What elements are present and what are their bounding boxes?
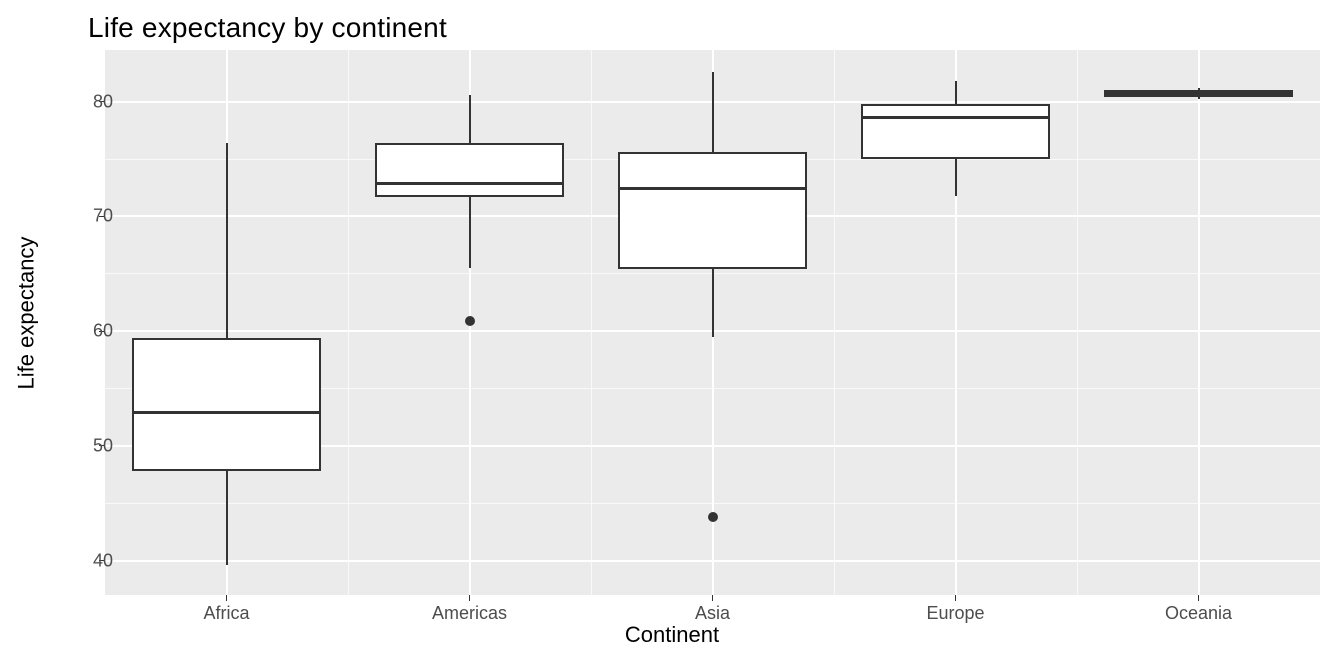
y-tick-label: 80	[93, 91, 105, 112]
median-line	[132, 411, 322, 414]
whisker-lower	[712, 269, 714, 337]
vgrid-major	[1198, 50, 1200, 595]
outlier-point	[465, 316, 475, 326]
whisker-lower	[469, 197, 471, 268]
x-tick-label: Asia	[695, 595, 730, 624]
y-axis-label-wrap: Life expectancy	[10, 0, 34, 652]
box-americas	[375, 143, 565, 197]
y-tick-label: 40	[93, 550, 105, 571]
outlier-point	[708, 512, 718, 522]
whisker-lower	[226, 471, 228, 565]
y-axis-label: Life expectancy	[13, 237, 39, 390]
whisker-lower	[955, 159, 957, 196]
box-africa	[132, 338, 322, 471]
median-line	[618, 187, 808, 190]
median-line	[1104, 92, 1294, 95]
chart-title: Life expectancy by continent	[88, 12, 447, 44]
box-asia	[618, 152, 808, 269]
x-tick-label: Americas	[432, 595, 507, 624]
y-tick-label: 60	[93, 321, 105, 342]
vgrid-minor	[348, 50, 349, 595]
vgrid-minor	[1077, 50, 1078, 595]
median-line	[861, 116, 1051, 119]
vgrid-minor	[591, 50, 592, 595]
chart-container: Life expectancy by continent Life expect…	[0, 0, 1344, 652]
x-tick-label: Europe	[926, 595, 984, 624]
whisker-upper	[955, 81, 957, 104]
whisker-upper	[226, 143, 228, 338]
whisker-lower	[1198, 97, 1200, 99]
plot-panel	[105, 50, 1320, 595]
y-tick-label: 70	[93, 206, 105, 227]
x-axis-label: Continent	[0, 622, 1344, 648]
x-tick-label: Africa	[203, 595, 249, 624]
x-tick-label: Oceania	[1165, 595, 1232, 624]
box-europe	[861, 104, 1051, 159]
vgrid-minor	[834, 50, 835, 595]
whisker-upper	[469, 95, 471, 143]
median-line	[375, 182, 565, 185]
y-tick-label: 50	[93, 435, 105, 456]
whisker-upper	[712, 72, 714, 152]
